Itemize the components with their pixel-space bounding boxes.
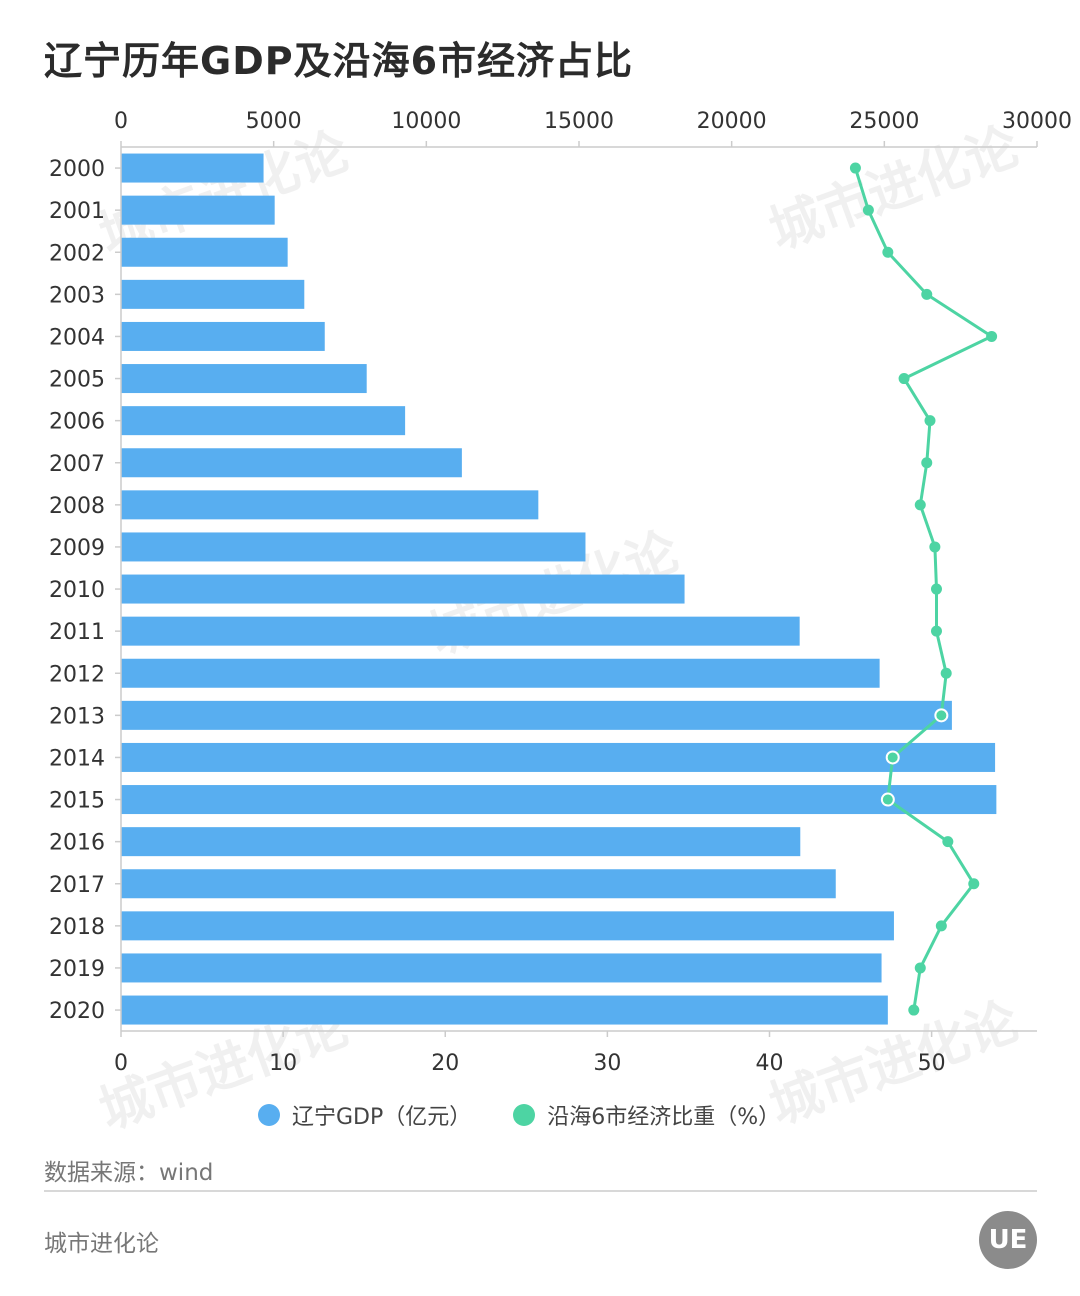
- top-axis-tick-label: 10000: [391, 109, 461, 134]
- category-label: 2013: [49, 704, 105, 729]
- legend-marker-gdp: [258, 1104, 280, 1126]
- gdp-bar: [121, 237, 288, 267]
- category-label: 2018: [49, 915, 105, 940]
- footer-divider: [44, 1190, 1037, 1192]
- legend-marker-share: [513, 1104, 536, 1126]
- category-label: 2010: [49, 578, 105, 603]
- bar-series: [121, 153, 997, 1025]
- category-label: 2006: [49, 410, 105, 435]
- top-axis-tick-label: 25000: [849, 109, 919, 134]
- gdp-bar: [121, 574, 685, 604]
- category-label: 2005: [49, 368, 105, 393]
- share-point: [934, 708, 949, 723]
- bottom-axis-tick-label: 40: [755, 1051, 783, 1076]
- legend-label-gdp: 辽宁GDP（亿元）: [292, 1105, 472, 1130]
- category-label: 2016: [49, 831, 105, 856]
- bottom-axis-tick-label: 10: [269, 1051, 297, 1076]
- bottom-axis-tick-label: 50: [918, 1051, 946, 1076]
- share-point: [942, 836, 954, 848]
- category-label: 2003: [49, 283, 105, 308]
- top-axis-tick-label: 30000: [1002, 109, 1072, 134]
- category-label: 2017: [49, 873, 105, 898]
- gdp-bar: [121, 869, 836, 899]
- share-point: [924, 415, 936, 427]
- gdp-bar: [121, 700, 952, 730]
- category-label: 2009: [49, 536, 105, 561]
- category-label: 2014: [49, 746, 105, 771]
- legend-label-share: 沿海6市经济比重（%）: [547, 1105, 781, 1130]
- brand-logo: UE: [979, 1211, 1037, 1269]
- gdp-bar: [121, 911, 894, 941]
- gdp-bar: [121, 279, 305, 309]
- share-point: [862, 204, 874, 216]
- category-label: 2004: [49, 325, 105, 350]
- share-point: [930, 625, 942, 637]
- share-point: [914, 499, 926, 511]
- watermark-text: 城市进化论: [762, 116, 1028, 262]
- share-point: [880, 792, 895, 807]
- gdp-bar: [121, 364, 367, 394]
- share-point: [940, 667, 952, 679]
- top-axis-tick-label: 0: [114, 109, 128, 134]
- share-point: [914, 962, 926, 974]
- category-label: 2020: [49, 999, 105, 1024]
- category-label: 2015: [49, 789, 105, 814]
- category-label: 2019: [49, 957, 105, 982]
- gdp-bar: [121, 448, 462, 478]
- category-label: 2007: [49, 452, 105, 477]
- share-point: [929, 541, 941, 553]
- share-point: [898, 373, 910, 385]
- legend-item-share: 沿海6市经济比重（%）: [513, 1099, 780, 1131]
- gdp-bar: [121, 742, 996, 772]
- axes: 0 5000 10000 15000 20000 25000 30000 0 10 20 30 40 5…: [49, 109, 1072, 1076]
- gdp-bar: [121, 616, 800, 646]
- share-point: [882, 246, 894, 258]
- share-point: [968, 878, 980, 890]
- gdp-bar: [121, 953, 882, 983]
- share-point: [921, 457, 933, 469]
- gdp-bar: [121, 785, 997, 815]
- category-label: 2011: [49, 620, 105, 645]
- share-point: [885, 750, 900, 765]
- bottom-axis-tick-label: 20: [431, 1051, 459, 1076]
- legend: 辽宁GDP（亿元） 沿海6市经济比重（%）: [258, 1097, 822, 1133]
- source-note: 数据来源：wind: [44, 1160, 214, 1186]
- gdp-bar: [121, 153, 264, 183]
- category-label: 2001: [49, 199, 105, 224]
- share-point: [921, 288, 933, 300]
- line-series: [849, 162, 998, 1016]
- gdp-bar: [121, 195, 275, 225]
- bottom-axis-tick-label: 30: [593, 1051, 621, 1076]
- share-point: [930, 583, 942, 595]
- top-axis-tick-label: 20000: [697, 109, 767, 134]
- gdp-bar: [121, 532, 586, 562]
- gdp-bar: [121, 321, 325, 351]
- category-label: 2000: [49, 157, 105, 182]
- legend-item-gdp: 辽宁GDP（亿元）: [258, 1099, 471, 1131]
- category-label: 2002: [49, 241, 105, 266]
- gdp-bar: [121, 827, 801, 857]
- share-point: [849, 162, 861, 174]
- share-point: [935, 920, 947, 932]
- brand-name: 城市进化论: [44, 1231, 159, 1257]
- category-label: 2008: [49, 494, 105, 519]
- gdp-bar: [121, 490, 539, 520]
- top-axis-tick-label: 5000: [246, 109, 302, 134]
- gdp-bar: [121, 658, 880, 688]
- gdp-bar: [121, 995, 888, 1025]
- share-point: [908, 1004, 920, 1016]
- top-axis-tick-label: 15000: [544, 109, 614, 134]
- share-point: [986, 330, 998, 342]
- chart-title: 辽宁历年GDP及沿海6市经济占比: [44, 39, 634, 83]
- bottom-axis-tick-label: 0: [114, 1051, 128, 1076]
- gdp-bar: [121, 406, 406, 436]
- category-label: 2012: [49, 662, 105, 687]
